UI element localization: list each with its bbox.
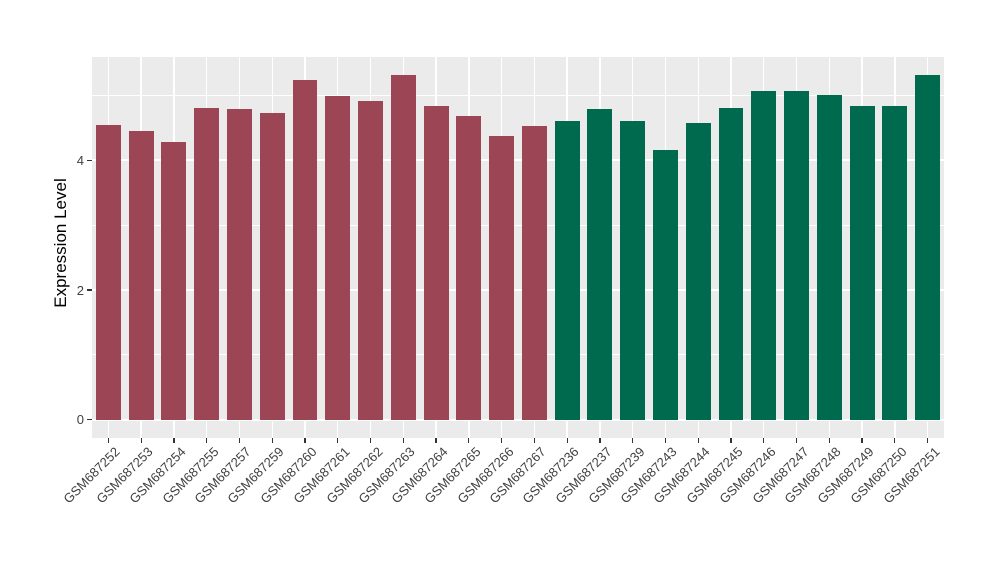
y-tick-mark bbox=[87, 159, 92, 161]
x-tick-mark bbox=[435, 438, 437, 443]
bar bbox=[358, 101, 383, 420]
x-tick-mark bbox=[501, 438, 503, 443]
bar bbox=[390, 75, 416, 420]
x-tick-mark bbox=[402, 438, 404, 443]
x-tick-mark bbox=[337, 438, 339, 443]
x-tick-mark bbox=[140, 438, 142, 443]
x-tick-mark bbox=[566, 438, 568, 443]
x-tick-mark bbox=[369, 438, 372, 443]
bar bbox=[620, 120, 646, 420]
bar bbox=[128, 130, 154, 420]
x-tick-mark bbox=[894, 438, 896, 443]
bar bbox=[325, 95, 351, 420]
y-tick-label: 2 bbox=[76, 282, 84, 298]
x-tick-mark bbox=[632, 438, 634, 443]
x-tick-mark bbox=[533, 438, 535, 443]
x-tick-mark bbox=[107, 438, 109, 443]
x-tick-mark bbox=[238, 438, 241, 443]
x-tick-mark bbox=[795, 438, 798, 443]
bar bbox=[489, 135, 515, 420]
x-tick-mark bbox=[664, 438, 667, 443]
x-tick-mark bbox=[304, 438, 306, 443]
bar bbox=[816, 95, 842, 420]
bar bbox=[521, 125, 547, 420]
bar bbox=[915, 74, 941, 420]
bar bbox=[554, 120, 580, 420]
bar bbox=[95, 124, 121, 420]
bar bbox=[685, 122, 711, 420]
x-tick-mark bbox=[861, 438, 863, 443]
bar bbox=[292, 80, 318, 420]
bar bbox=[849, 106, 875, 420]
bar bbox=[784, 90, 809, 420]
bar bbox=[259, 112, 285, 420]
y-tick-label: 0 bbox=[76, 412, 84, 428]
bar bbox=[587, 108, 613, 420]
major-gridline-y bbox=[92, 289, 944, 291]
x-tick-mark bbox=[599, 438, 601, 443]
bar bbox=[718, 108, 744, 420]
bar bbox=[751, 91, 777, 420]
x-tick-mark bbox=[763, 438, 765, 443]
x-tick-mark bbox=[927, 438, 929, 443]
x-tick-mark bbox=[468, 438, 470, 443]
bar bbox=[194, 108, 220, 420]
minor-gridline-y bbox=[92, 354, 944, 356]
y-tick-label: 4 bbox=[76, 152, 84, 168]
x-tick-mark bbox=[828, 438, 830, 443]
x-tick-mark bbox=[206, 438, 208, 443]
bar bbox=[653, 149, 678, 420]
minor-gridline-y bbox=[92, 224, 944, 226]
major-gridline-y bbox=[92, 159, 944, 161]
bar bbox=[882, 106, 908, 420]
minor-gridline-y bbox=[92, 94, 944, 96]
bar bbox=[456, 116, 482, 420]
bar bbox=[227, 108, 252, 420]
bar bbox=[423, 106, 449, 420]
plot-panel bbox=[92, 57, 944, 438]
x-tick-mark bbox=[271, 438, 273, 443]
y-tick-mark bbox=[87, 289, 92, 291]
x-tick-mark bbox=[730, 438, 732, 443]
x-tick-mark bbox=[697, 438, 699, 443]
bar bbox=[161, 142, 187, 420]
major-gridline-y bbox=[92, 419, 944, 421]
y-tick-mark bbox=[87, 419, 92, 421]
x-tick-mark bbox=[173, 438, 175, 443]
